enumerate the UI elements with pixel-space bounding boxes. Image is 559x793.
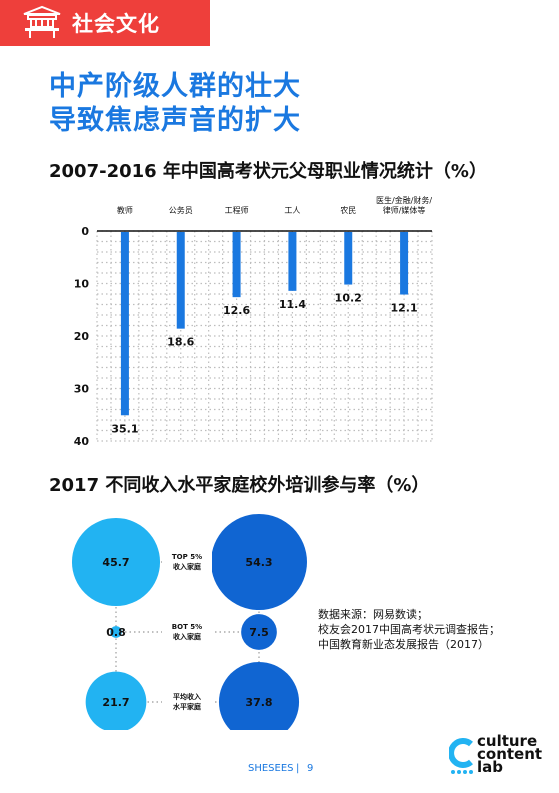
bar (288, 232, 297, 291)
y-tick-label: 0 (81, 225, 89, 238)
bubble (85, 671, 147, 730)
y-tick-label: 40 (74, 435, 90, 448)
bar-value-label: 35.1 (111, 422, 138, 435)
section-badge: 社会文化 (0, 0, 210, 46)
logo-line-3: lab (477, 758, 504, 776)
pavilion-icon (23, 5, 61, 38)
bubble (110, 626, 122, 638)
category-label: 工人 (284, 206, 300, 215)
footer-separator: | (296, 763, 300, 774)
bar (232, 232, 241, 298)
row-label: 收入家庭 (173, 562, 202, 571)
source-line-3: 中国教育新业态发展报告（2017） (318, 638, 489, 651)
y-tick-label: 20 (74, 330, 90, 343)
logo-line-1: culture (477, 732, 538, 750)
bubble-value-labels: 45.7 54.3 0.8 7.5 21.7 37.8 (102, 556, 272, 709)
chart2-title: 2017 不同收入水平家庭校外培训参与率（%） (49, 475, 430, 496)
source-line-2: 校友会2017中国高考状元调查报告； (318, 623, 500, 636)
bubble-value-label: 37.8 (245, 696, 272, 709)
bar-value-label: 12.1 (391, 302, 418, 315)
bar-chart-axes: 0 10 20 30 40 (74, 225, 432, 448)
data-source-note: 数据来源：网易数读； 校友会2017中国高考状元调查报告； 中国教育新业态发展报… (318, 607, 500, 652)
bar-value-label: 18.6 (167, 336, 194, 349)
row-label: 收入家庭 (173, 632, 202, 641)
culture-content-lab-logo-icon (449, 738, 473, 774)
y-tick-label: 10 (74, 278, 90, 291)
chart1-title: 2007-2016 年中国高考状元父母职业情况统计（%） (49, 161, 487, 182)
bubble-value-label: 45.7 (102, 556, 129, 569)
bubble-value-label: 54.3 (245, 556, 272, 569)
bar-chart-category-labels: 教师 公务员 工程师 工人 农民 医生/金融/财务/律师/媒体等 (117, 196, 433, 215)
row-label: BOT 5% (172, 623, 202, 631)
bar-chart-grid (96, 230, 433, 442)
bubble (218, 661, 300, 730)
row-label: TOP 5% (172, 553, 202, 561)
row-label-pad (162, 549, 212, 573)
bar (120, 232, 129, 416)
bar-value-label: 12.6 (223, 304, 250, 317)
row-label: 平均收入 (173, 692, 201, 701)
bubble-circles (71, 514, 307, 730)
footer-page-number: 9 (307, 763, 314, 774)
bubble (241, 614, 277, 650)
bar-value-label: 11.4 (279, 298, 306, 311)
bubble-value-label: 21.7 (102, 696, 129, 709)
bubble-value-label: 0.8 (106, 626, 126, 639)
category-label: 教师 (117, 205, 133, 215)
headline-line-2: 导致焦虑声音的扩大 (49, 105, 301, 136)
row-label: 水平家庭 (173, 702, 202, 711)
row-label-pad (162, 689, 212, 713)
logo-line-2: content (477, 745, 543, 763)
row-label-pad (162, 619, 212, 643)
occupation-bar-chart: 0 10 20 30 40 教师 公务员 工程师 工人 农民 医生/金融/财务/律师/媒体等 35… (74, 196, 433, 448)
bar (400, 232, 409, 295)
y-tick-label: 30 (74, 383, 90, 396)
bubble-value-label: 7.5 (249, 626, 269, 639)
category-label: 律师/媒体等 (383, 205, 426, 215)
bar (176, 232, 185, 329)
bar-chart-bars (120, 232, 409, 416)
bubble (211, 514, 307, 610)
bar-chart-value-labels: 35.1 18.6 12.6 11.4 10.2 12.1 (111, 292, 417, 436)
section-label: 社会文化 (72, 12, 160, 36)
bubble (71, 517, 161, 607)
bar-value-label: 10.2 (335, 292, 362, 305)
category-label: 工程师 (225, 205, 249, 215)
category-label: 公务员 (169, 205, 193, 215)
culture-content-lab-logo: culture content lab (477, 732, 543, 776)
footer-brand: SHESEES (248, 763, 294, 774)
source-line-1: 数据来源：网易数读； (318, 608, 428, 621)
headline-line-1: 中产阶级人群的壮大 (49, 71, 301, 102)
bar (344, 232, 353, 285)
category-label: 医生/金融/财务/ (376, 196, 432, 205)
category-label: 农民 (340, 205, 356, 215)
